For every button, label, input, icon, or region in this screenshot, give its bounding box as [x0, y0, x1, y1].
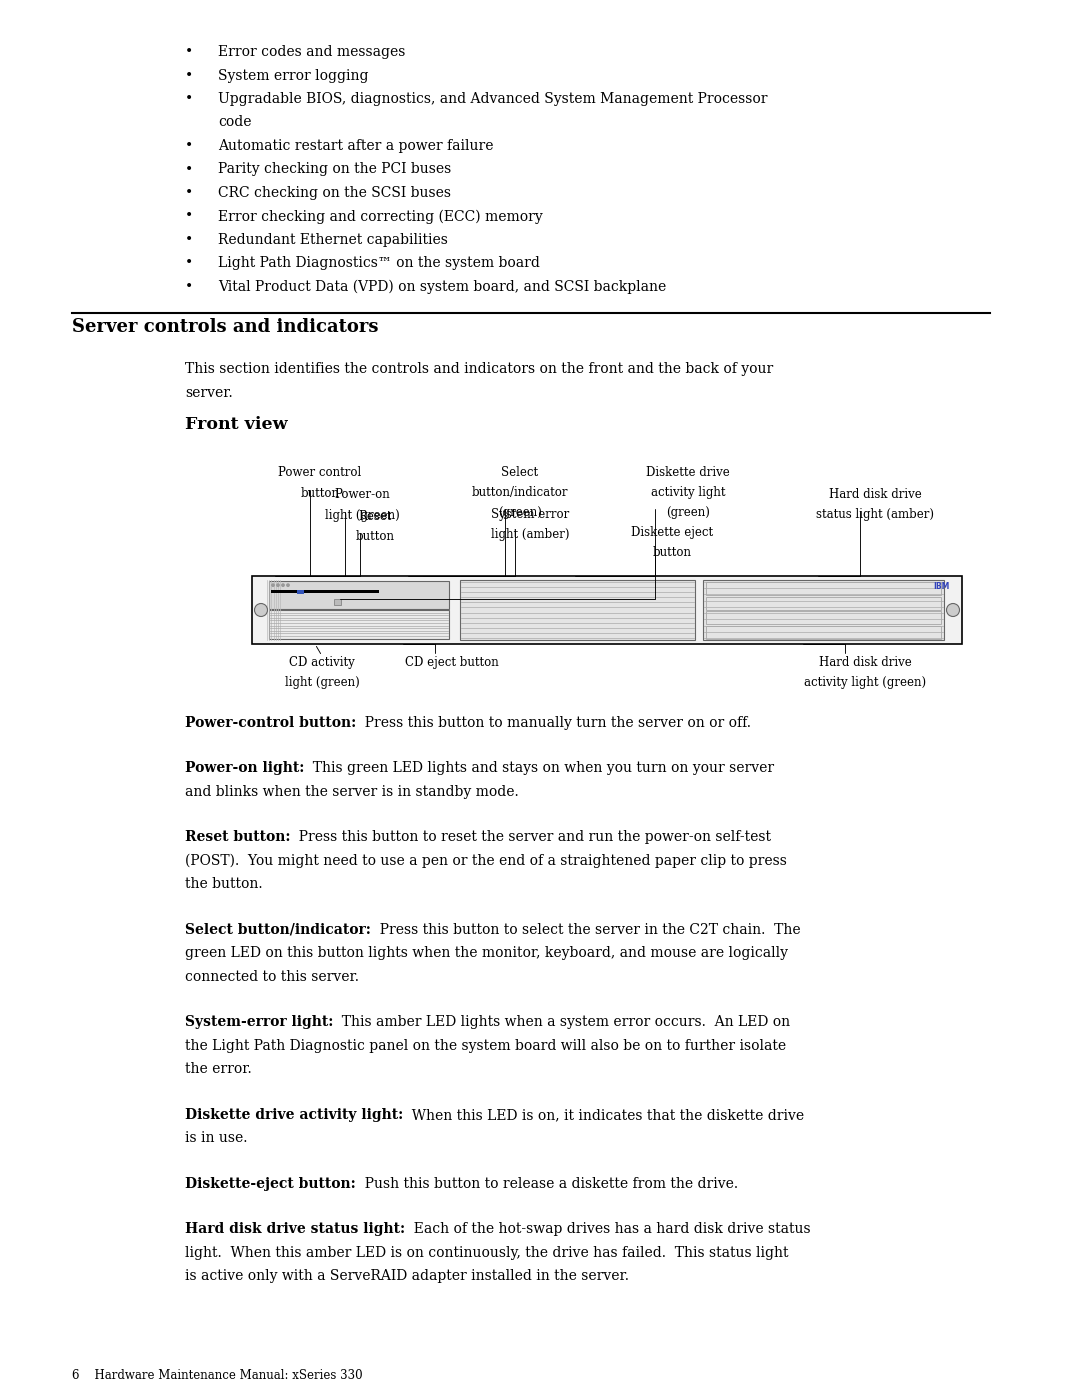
Text: (green): (green)	[666, 506, 710, 520]
Text: status light (amber): status light (amber)	[816, 509, 934, 521]
Text: Server controls and indicators: Server controls and indicators	[72, 319, 378, 337]
Text: light (green): light (green)	[285, 676, 360, 689]
Text: Press this button to reset the server and run the power-on self-test: Press this button to reset the server an…	[291, 830, 771, 845]
Bar	[706, 583, 941, 595]
Text: •: •	[185, 279, 193, 293]
Circle shape	[282, 584, 284, 587]
Text: •: •	[185, 68, 193, 82]
Circle shape	[272, 584, 274, 587]
Text: light.  When this amber LED is on continuously, the drive has failed.  This stat: light. When this amber LED is on continu…	[185, 1246, 788, 1260]
Text: Error checking and correcting (ECC) memory: Error checking and correcting (ECC) memo…	[218, 210, 543, 224]
Text: When this LED is on, it indicates that the diskette drive: When this LED is on, it indicates that t…	[403, 1108, 805, 1122]
Text: Hard disk drive: Hard disk drive	[819, 657, 912, 669]
Text: Front view: Front view	[185, 416, 287, 433]
Text: Automatic restart after a power failure: Automatic restart after a power failure	[218, 138, 494, 154]
Text: button: button	[355, 529, 394, 543]
Text: CD activity: CD activity	[289, 657, 355, 669]
Circle shape	[276, 584, 280, 587]
Text: System error logging: System error logging	[218, 68, 368, 82]
Text: Diskette-eject button:: Diskette-eject button:	[185, 1178, 355, 1192]
Text: Redundant Ethernet capabilities: Redundant Ethernet capabilities	[218, 233, 448, 247]
Text: button: button	[652, 546, 691, 559]
Text: light (amber): light (amber)	[490, 528, 569, 541]
Text: •: •	[185, 92, 193, 106]
Text: button/indicator: button/indicator	[472, 486, 568, 499]
Text: 6    Hardware Maintenance Manual: xSeries 330: 6 Hardware Maintenance Manual: xSeries 3…	[72, 1369, 363, 1382]
Bar	[269, 581, 449, 609]
Text: Parity checking on the PCI buses: Parity checking on the PCI buses	[218, 162, 451, 176]
Text: activity light (green): activity light (green)	[804, 676, 926, 689]
Circle shape	[255, 604, 268, 616]
Text: and blinks when the server is in standby mode.: and blinks when the server is in standby…	[185, 785, 518, 799]
Text: Select button/indicator:: Select button/indicator:	[185, 923, 370, 937]
Text: CD eject button: CD eject button	[405, 657, 499, 669]
Bar	[706, 597, 941, 610]
Bar	[706, 612, 941, 624]
Text: Press this button to select the server in the C2T chain.  The: Press this button to select the server i…	[370, 923, 800, 937]
Text: code: code	[218, 116, 252, 130]
Bar	[703, 580, 944, 640]
Circle shape	[287, 584, 289, 587]
Text: This amber LED lights when a system error occurs.  An LED on: This amber LED lights when a system erro…	[334, 1016, 791, 1030]
Text: This green LED lights and stays on when you turn on your server: This green LED lights and stays on when …	[305, 761, 774, 775]
Text: server.: server.	[185, 386, 233, 400]
Bar	[252, 576, 962, 644]
Bar	[334, 599, 341, 605]
Text: Reset button:: Reset button:	[185, 830, 291, 845]
Text: •: •	[185, 210, 193, 224]
Text: button: button	[300, 488, 339, 500]
Text: This section identifies the controls and indicators on the front and the back of: This section identifies the controls and…	[185, 362, 773, 377]
Text: System-error light:: System-error light:	[185, 1016, 334, 1030]
Text: activity light: activity light	[651, 486, 726, 499]
Text: Power control: Power control	[279, 467, 362, 479]
Text: light (green): light (green)	[325, 509, 400, 522]
Bar	[297, 590, 303, 594]
Text: Upgradable BIOS, diagnostics, and Advanced System Management Processor: Upgradable BIOS, diagnostics, and Advanc…	[218, 92, 768, 106]
Text: is active only with a ServeRAID adapter installed in the server.: is active only with a ServeRAID adapter …	[185, 1270, 629, 1284]
Text: connected to this server.: connected to this server.	[185, 970, 359, 983]
Bar	[460, 580, 696, 640]
Text: •: •	[185, 233, 193, 247]
Text: •: •	[185, 257, 193, 271]
Text: the button.: the button.	[185, 877, 262, 891]
Text: •: •	[185, 186, 193, 200]
Text: Hard disk drive status light:: Hard disk drive status light:	[185, 1222, 405, 1236]
Text: (green): (green)	[498, 506, 542, 520]
Text: Select: Select	[501, 467, 539, 479]
Bar	[269, 609, 449, 638]
Text: Hard disk drive: Hard disk drive	[828, 488, 921, 502]
Text: Power-control button:: Power-control button:	[185, 717, 356, 731]
Text: is in use.: is in use.	[185, 1132, 247, 1146]
Bar	[706, 626, 941, 638]
Text: Power-on light:: Power-on light:	[185, 761, 305, 775]
Text: the Light Path Diagnostic panel on the system board will also be on to further i: the Light Path Diagnostic panel on the s…	[185, 1039, 786, 1053]
Text: Error codes and messages: Error codes and messages	[218, 45, 405, 59]
Text: the error.: the error.	[185, 1063, 252, 1077]
Text: (POST).  You might need to use a pen or the end of a straightened paper clip to : (POST). You might need to use a pen or t…	[185, 854, 787, 869]
Text: Diskette drive: Diskette drive	[646, 467, 730, 479]
Text: Press this button to manually turn the server on or off.: Press this button to manually turn the s…	[356, 717, 752, 731]
Text: Push this button to release a diskette from the drive.: Push this button to release a diskette f…	[355, 1178, 738, 1192]
Text: IBM: IBM	[933, 583, 950, 591]
Text: Diskette eject: Diskette eject	[631, 527, 713, 539]
Circle shape	[946, 604, 959, 616]
Text: Power-on: Power-on	[334, 488, 390, 502]
Text: System error: System error	[491, 509, 569, 521]
Text: Light Path Diagnostics™ on the system board: Light Path Diagnostics™ on the system bo…	[218, 257, 540, 271]
Text: Diskette drive activity light:: Diskette drive activity light:	[185, 1108, 403, 1122]
Text: Vital Product Data (VPD) on system board, and SCSI backplane: Vital Product Data (VPD) on system board…	[218, 279, 666, 295]
Text: Reset: Reset	[359, 510, 392, 522]
Text: green LED on this button lights when the monitor, keyboard, and mouse are logica: green LED on this button lights when the…	[185, 947, 788, 961]
Text: CRC checking on the SCSI buses: CRC checking on the SCSI buses	[218, 186, 451, 200]
Text: •: •	[185, 45, 193, 59]
Bar	[271, 590, 379, 594]
Text: •: •	[185, 162, 193, 176]
Text: Each of the hot-swap drives has a hard disk drive status: Each of the hot-swap drives has a hard d…	[405, 1222, 811, 1236]
Text: •: •	[185, 138, 193, 154]
